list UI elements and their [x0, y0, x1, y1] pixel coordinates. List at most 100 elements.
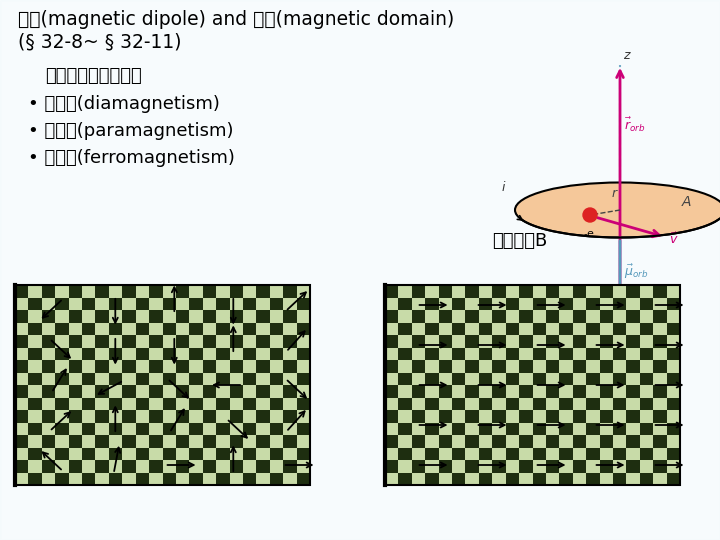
Bar [546, 448, 559, 460]
Bar [243, 448, 256, 460]
Bar [122, 298, 135, 310]
Bar [572, 397, 586, 410]
Bar [479, 348, 492, 360]
Bar [519, 373, 533, 385]
Bar [600, 335, 613, 348]
Bar [667, 435, 680, 448]
Bar [15, 360, 28, 373]
Bar [122, 448, 135, 460]
Bar [230, 472, 243, 485]
Bar [426, 360, 438, 373]
Bar [438, 373, 452, 385]
Bar [230, 422, 243, 435]
Bar [559, 373, 572, 385]
Bar [492, 460, 505, 472]
Bar [176, 322, 189, 335]
Bar [479, 448, 492, 460]
Bar [163, 348, 176, 360]
Bar [270, 435, 283, 448]
Bar [243, 285, 256, 298]
Bar [559, 348, 572, 360]
Bar [163, 448, 176, 460]
Bar [505, 460, 519, 472]
Bar [135, 448, 149, 460]
Bar [96, 310, 109, 322]
Bar [653, 360, 667, 373]
Bar [613, 460, 626, 472]
Bar [600, 422, 613, 435]
Bar [653, 373, 667, 385]
Bar [203, 435, 216, 448]
Bar [572, 410, 586, 422]
Bar [533, 310, 546, 322]
Bar [15, 472, 28, 485]
Bar [176, 335, 189, 348]
Bar [82, 422, 96, 435]
Bar [122, 472, 135, 485]
Bar [230, 397, 243, 410]
Bar [176, 310, 189, 322]
Bar [96, 322, 109, 335]
Bar [176, 397, 189, 410]
Bar [135, 310, 149, 322]
Bar [479, 360, 492, 373]
Bar [42, 448, 55, 460]
Bar [586, 373, 600, 385]
Bar [28, 422, 42, 435]
Bar [28, 385, 42, 397]
Bar [438, 310, 452, 322]
Bar [653, 460, 667, 472]
Bar [256, 385, 270, 397]
Bar [270, 285, 283, 298]
Bar [82, 385, 96, 397]
Bar [163, 472, 176, 485]
Bar [163, 422, 176, 435]
Bar [438, 360, 452, 373]
Bar [546, 410, 559, 422]
Bar [283, 472, 297, 485]
Bar [122, 410, 135, 422]
Bar [546, 435, 559, 448]
Bar [283, 335, 297, 348]
Bar [438, 422, 452, 435]
Bar [398, 448, 412, 460]
Bar [55, 460, 68, 472]
Bar [600, 448, 613, 460]
Bar [28, 435, 42, 448]
Bar [426, 448, 438, 460]
Bar [216, 360, 230, 373]
Bar [479, 310, 492, 322]
Bar [55, 310, 68, 322]
Bar [28, 460, 42, 472]
Bar [505, 435, 519, 448]
Bar [505, 385, 519, 397]
Bar [626, 348, 640, 360]
Bar [149, 285, 163, 298]
Bar [243, 422, 256, 435]
Bar [559, 285, 572, 298]
Bar [256, 373, 270, 385]
Bar [15, 285, 310, 485]
Bar [398, 410, 412, 422]
Bar [653, 422, 667, 435]
Bar [546, 348, 559, 360]
Bar [653, 472, 667, 485]
Bar [42, 285, 55, 298]
Bar [600, 397, 613, 410]
Bar [189, 410, 203, 422]
Bar [15, 410, 28, 422]
Bar [505, 322, 519, 335]
Bar [492, 285, 505, 298]
Bar [626, 298, 640, 310]
Bar [412, 448, 426, 460]
Bar [55, 410, 68, 422]
Bar [465, 298, 479, 310]
Bar [398, 373, 412, 385]
Bar [613, 298, 626, 310]
Bar [546, 385, 559, 397]
Bar [586, 385, 600, 397]
Bar [230, 348, 243, 360]
Bar [42, 310, 55, 322]
Bar [203, 460, 216, 472]
Bar [15, 298, 28, 310]
